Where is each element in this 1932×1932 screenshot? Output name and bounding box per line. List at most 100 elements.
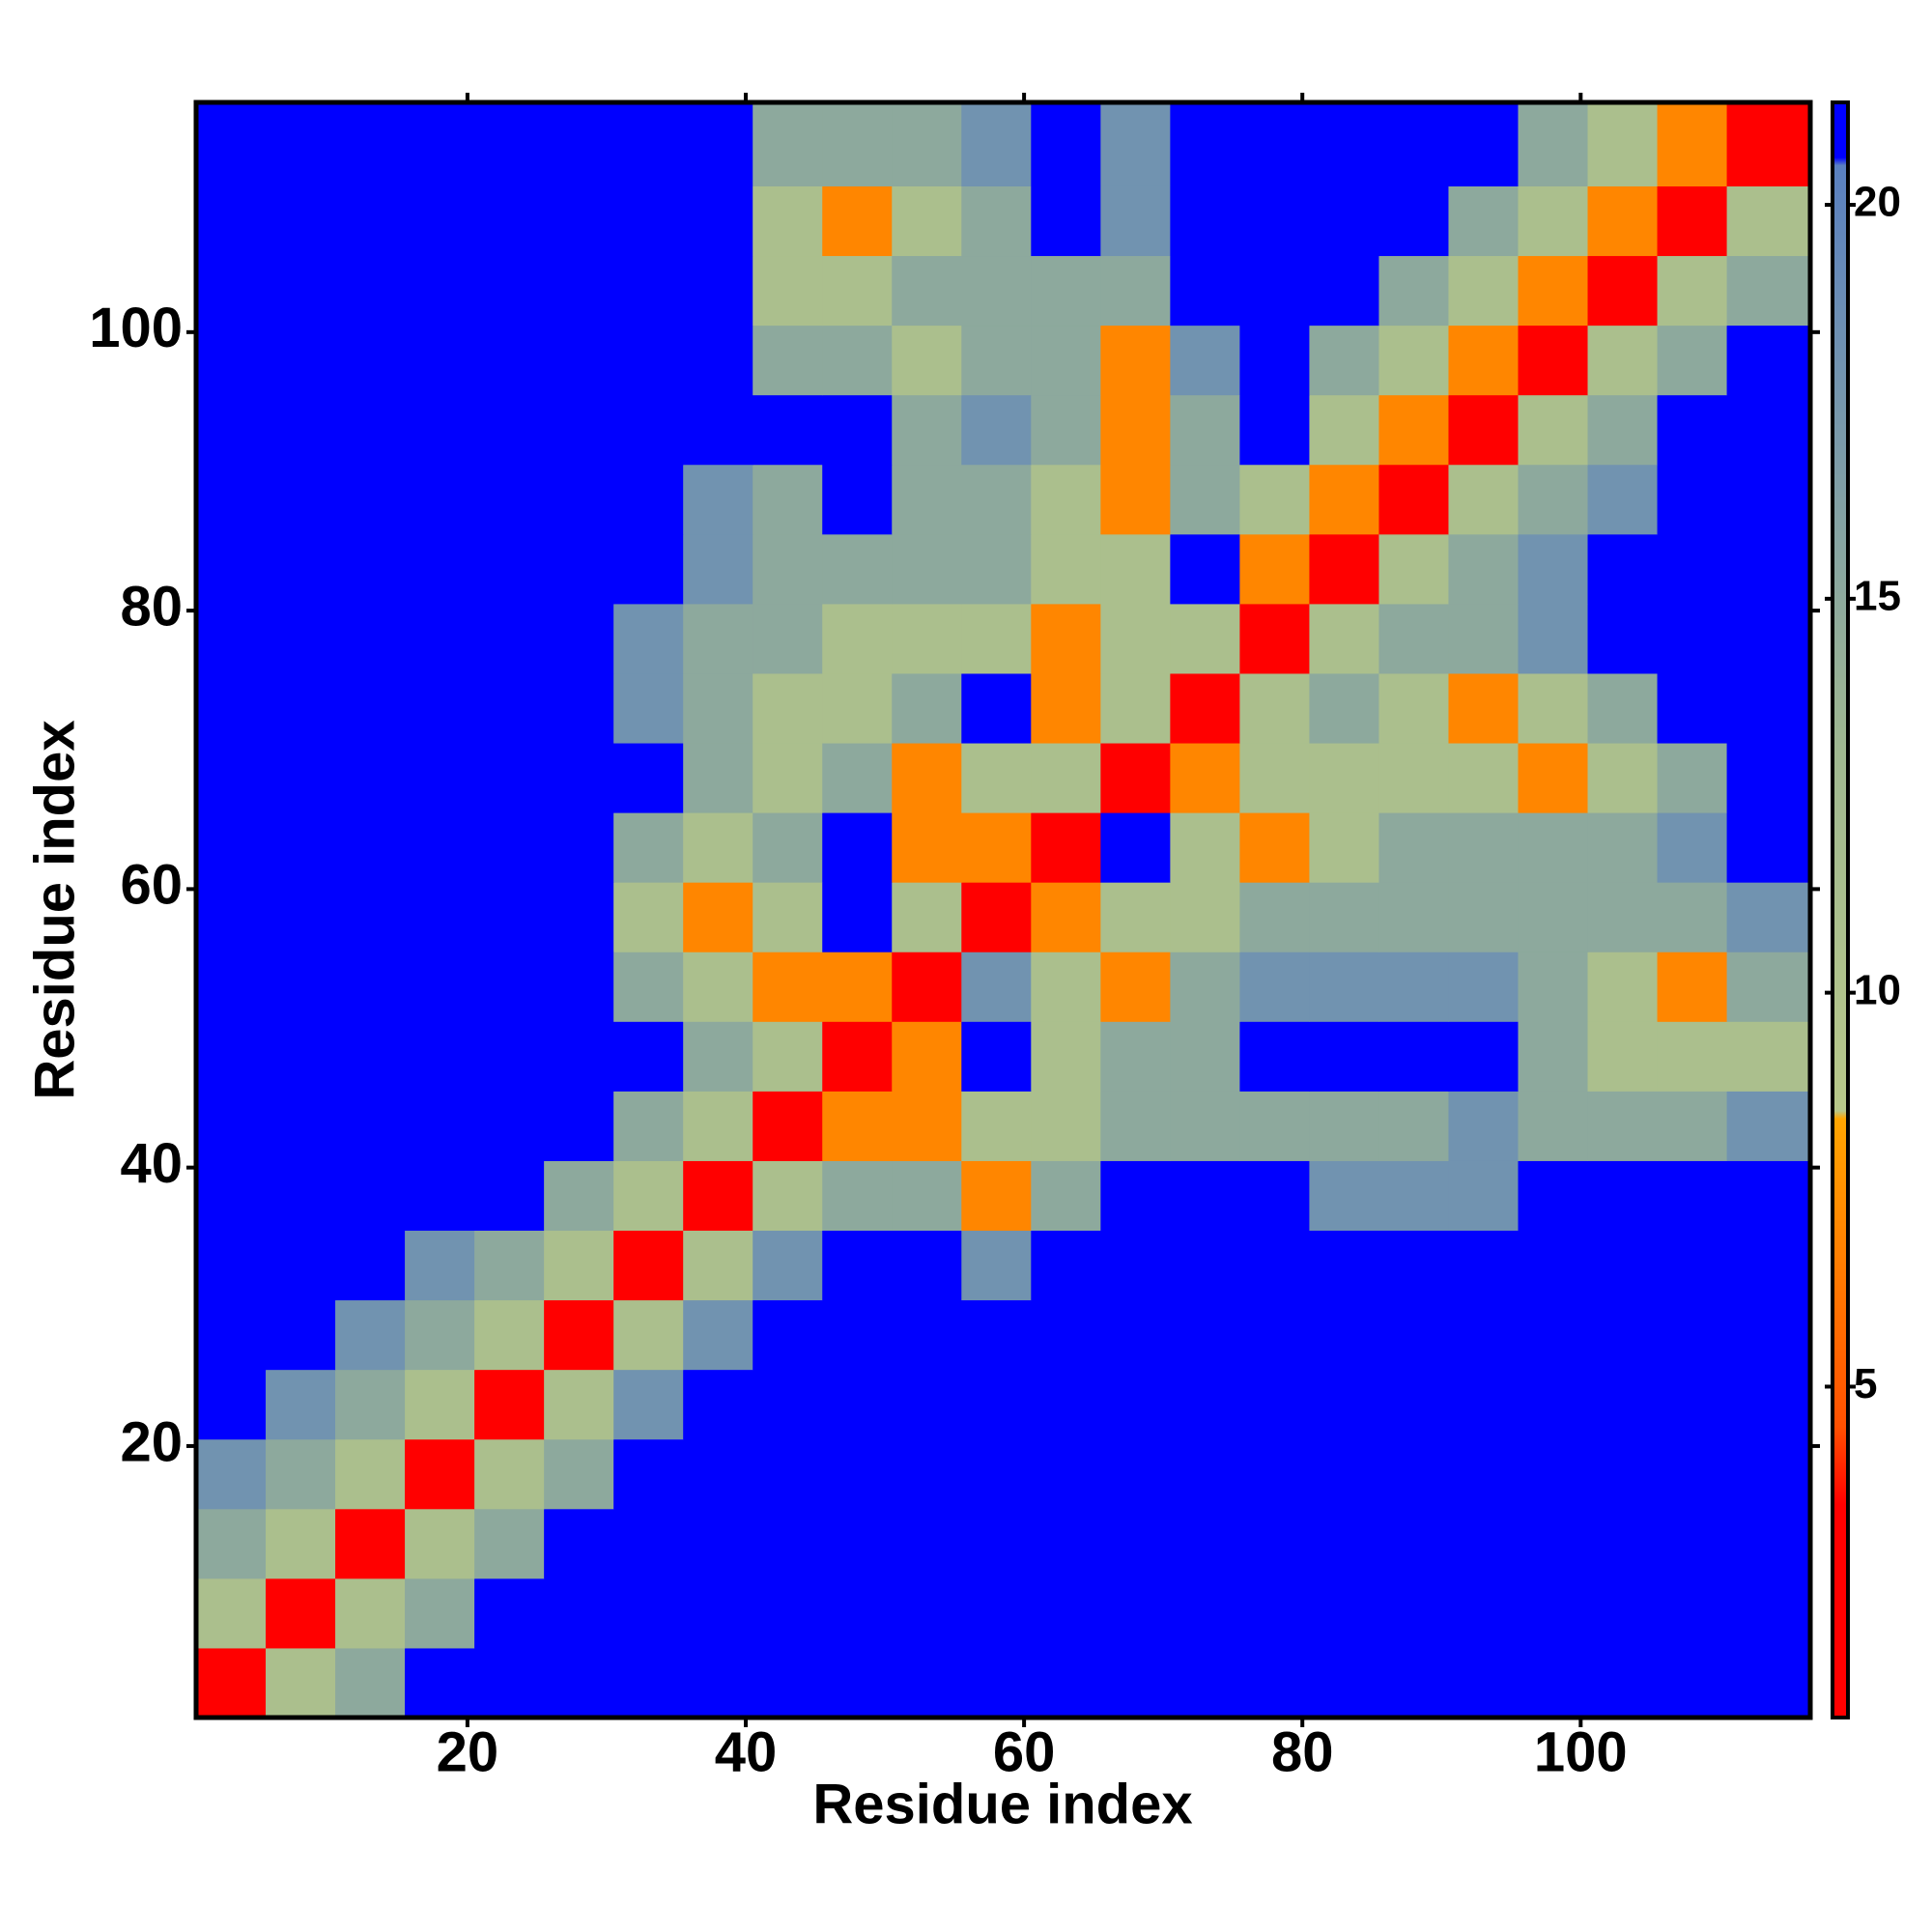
heatmap-cell — [1587, 743, 1659, 813]
y-tick-label: 20 — [120, 1410, 183, 1473]
heatmap-cell — [405, 464, 475, 535]
heatmap-cell — [683, 1160, 753, 1232]
heatmap-cell — [335, 1438, 406, 1510]
heatmap-cell — [335, 1369, 406, 1440]
heatmap-cell — [1031, 1577, 1101, 1649]
heatmap-cell — [1170, 464, 1240, 535]
heatmap-cell — [892, 394, 962, 466]
heatmap-cell — [1378, 325, 1449, 396]
heatmap-cell — [335, 672, 406, 744]
plot-frame — [193, 99, 1813, 1720]
heatmap-cell — [1448, 1577, 1519, 1649]
heatmap-cell — [1448, 1647, 1519, 1719]
heatmap-cell — [1239, 325, 1310, 396]
heatmap-cell — [753, 882, 823, 952]
heatmap-cell — [613, 672, 684, 744]
heatmap-cell — [1378, 603, 1449, 674]
x-axis-title: Residue index — [812, 1773, 1192, 1835]
heatmap-cell — [961, 1091, 1032, 1161]
heatmap-cell — [613, 1577, 684, 1649]
heatmap-cell — [753, 394, 823, 466]
heatmap-cell — [335, 812, 406, 883]
heatmap-cell — [196, 603, 267, 674]
heatmap-cell — [1170, 1230, 1240, 1301]
heatmap-cell — [1378, 1369, 1449, 1440]
heatmap-cell — [753, 185, 823, 257]
heatmap-cell — [1448, 1438, 1519, 1510]
heatmap-cell — [266, 603, 336, 674]
heatmap-cell — [1726, 394, 1811, 466]
heatmap-cell — [335, 743, 406, 813]
heatmap-cell — [1309, 1577, 1379, 1649]
heatmap-cell — [1309, 743, 1379, 813]
heatmap-cell — [613, 1369, 684, 1440]
heatmap-cell — [822, 394, 893, 466]
heatmap-cell — [613, 1091, 684, 1161]
heatmap-cell — [1657, 533, 1728, 605]
heatmap-cell — [1448, 1091, 1519, 1161]
heatmap-cell — [1518, 1091, 1589, 1161]
heatmap-cell — [474, 1647, 545, 1719]
heatmap-cell — [1448, 882, 1519, 952]
heatmap-cell — [613, 1508, 684, 1579]
heatmap-cell — [335, 1091, 406, 1161]
heatmap-cell — [961, 1160, 1032, 1232]
heatmap-cell — [196, 1299, 267, 1371]
heatmap-cell — [335, 533, 406, 605]
heatmap-cell — [753, 1438, 823, 1510]
heatmap-cell — [1726, 185, 1811, 257]
heatmap-cell — [1448, 812, 1519, 883]
heatmap-cell — [1170, 1577, 1240, 1649]
heatmap-cell — [753, 464, 823, 535]
heatmap-cell — [1518, 743, 1589, 813]
heatmap-cell — [1657, 1021, 1728, 1092]
heatmap-cell — [1518, 1369, 1589, 1440]
heatmap-cell — [1031, 1160, 1101, 1232]
heatmap-cell — [335, 1508, 406, 1579]
heatmap-cell — [683, 102, 753, 186]
heatmap-cell — [266, 1299, 336, 1371]
heatmap-cell — [1726, 1577, 1811, 1649]
heatmap-cell — [1657, 464, 1728, 535]
heatmap-cell — [1378, 1021, 1449, 1092]
heatmap-cell — [892, 1508, 962, 1579]
heatmap-cell — [474, 882, 545, 952]
heatmap-cell — [1726, 672, 1811, 744]
heatmap-cell — [961, 812, 1032, 883]
heatmap-cell — [961, 533, 1032, 605]
heatmap-cell — [613, 812, 684, 883]
heatmap-cell — [822, 1508, 893, 1579]
heatmap-cell — [1726, 882, 1811, 952]
heatmap-cell — [1726, 1369, 1811, 1440]
heatmap-cell — [753, 102, 823, 186]
heatmap-cell — [1239, 1160, 1310, 1232]
heatmap-cell — [1100, 1369, 1171, 1440]
heatmap-cell — [196, 1230, 267, 1301]
heatmap-cell — [1031, 743, 1101, 813]
x-tick-label: 60 — [993, 1720, 1056, 1783]
heatmap-cell — [1378, 464, 1449, 535]
heatmap-cell — [961, 603, 1032, 674]
heatmap-cell — [1448, 255, 1519, 327]
heatmap-cell — [1587, 1299, 1659, 1371]
heatmap-cell — [1239, 102, 1310, 186]
heatmap-cell — [266, 743, 336, 813]
heatmap-cell — [613, 533, 684, 605]
heatmap-cell — [1170, 394, 1240, 466]
heatmap-cell — [474, 185, 545, 257]
heatmap-cell — [1100, 533, 1171, 605]
heatmap-cell — [892, 464, 962, 535]
heatmap-cell — [335, 1299, 406, 1371]
heatmap-cell — [1031, 464, 1101, 535]
heatmap-cell — [1170, 952, 1240, 1022]
heatmap-cell — [1170, 1369, 1240, 1440]
heatmap-cell — [1726, 1230, 1811, 1301]
heatmap-cell — [266, 1647, 336, 1719]
heatmap-cell — [1448, 603, 1519, 674]
heatmap-cell — [613, 185, 684, 257]
heatmap-cell — [335, 1230, 406, 1301]
heatmap-cell — [1726, 1021, 1811, 1092]
heatmap-cell — [892, 102, 962, 186]
heatmap-cell — [266, 882, 336, 952]
heatmap-cell — [1448, 1230, 1519, 1301]
